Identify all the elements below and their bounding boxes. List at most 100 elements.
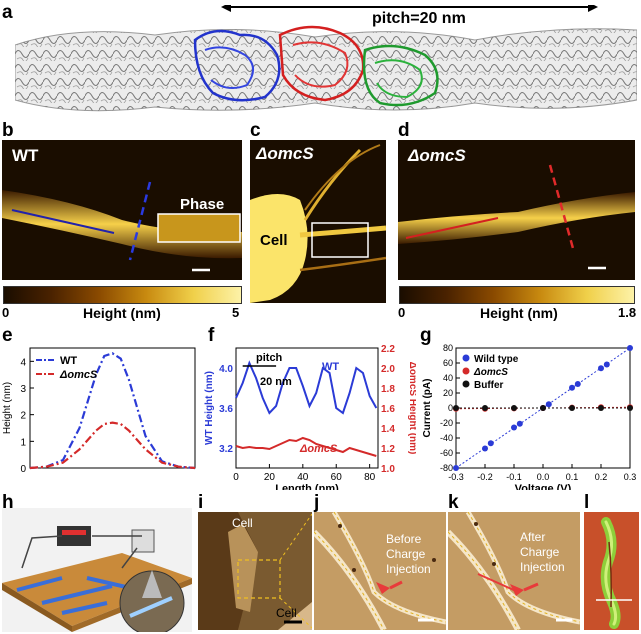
colorbar-b-max: 5: [232, 305, 240, 320]
afm-image-omcs: ΔomcS: [398, 140, 635, 280]
data-point-g-2: [453, 405, 459, 411]
legend-label-g: Buffer: [474, 380, 504, 391]
image-k: After Charge Injection: [448, 512, 580, 630]
image-i: Cell Cell: [198, 512, 312, 630]
data-point-g-2: [627, 405, 633, 411]
ytick-label-g: 40: [443, 373, 453, 383]
plot-frame-f: [235, 347, 379, 469]
ylabel-f: WT Height (nm): [204, 371, 215, 445]
ytick-label-g: 60: [443, 358, 453, 368]
chart-iv-curve: -0.3 -0.2 -0.1 0.0 0.1 0.2 0.3 -80 -60 -40 -20 0 20 4…: [422, 343, 637, 490]
cell-label-bottom: Cell: [276, 606, 297, 620]
xlabel-g: Voltage (V): [515, 483, 572, 490]
colorbar-d-title: Height (nm): [480, 305, 558, 321]
ytick-label-e: 1: [20, 437, 26, 448]
before-line-1: Before: [386, 532, 422, 546]
ytick-label-g: 20: [443, 388, 453, 398]
panel-label-b: b: [2, 120, 14, 141]
xlabel-f: Length (nm): [275, 483, 339, 490]
image-j: Before Charge Injection: [314, 512, 446, 630]
xtick-label-f: 80: [364, 472, 376, 483]
data-point-g-0: [574, 381, 581, 387]
legend-label-e: WT: [60, 355, 77, 367]
legend-label-g: Wild type: [474, 354, 519, 365]
colorbar-b-title: Height (nm): [83, 305, 161, 321]
cell-label-c: Cell: [260, 232, 288, 249]
colorbar-d-max: 1.8: [618, 305, 637, 320]
ytick-label-g: -20: [440, 418, 453, 428]
chart-height-profile: 0 1 2 3 4 Height (nm) WT ΔomcS: [2, 347, 196, 475]
panel-label-a: a: [2, 2, 13, 23]
panel-label-i: i: [198, 492, 204, 513]
xtick-label-f: 60: [331, 472, 343, 483]
xtick-label-g: -0.2: [477, 472, 493, 482]
ytick-label-f: 3.6: [219, 404, 233, 415]
data-point-g-0: [569, 384, 575, 391]
heme-subunit-green: [362, 44, 439, 107]
panel-label-g: g: [420, 325, 432, 346]
series-line-f-0: [235, 360, 378, 415]
before-line-2: Charge: [386, 547, 426, 561]
y2tick-label-f: 2.0: [381, 364, 395, 375]
device-schematic: [2, 508, 192, 632]
omcs-title-d: ΔomcS: [408, 146, 466, 165]
xtick-label-g: 0.3: [624, 472, 637, 482]
ytick-label-g: -80: [440, 463, 453, 473]
series-label-f-wt: WT: [322, 361, 339, 373]
ytick-label-e: 0: [20, 464, 26, 475]
legend-marker-g: [462, 354, 470, 362]
colorbar-b-min: 0: [2, 305, 10, 320]
ytick-label-e: 3: [20, 384, 26, 395]
y2label-f: ΔomcS Height (nm): [407, 362, 416, 455]
colorbar-d: [399, 286, 635, 304]
phase-inset: [157, 213, 241, 243]
voltage-source: [57, 526, 91, 546]
pitch-label: pitch=20 nm: [372, 10, 466, 27]
data-point-g-0: [453, 465, 459, 471]
xtick-label-f: 40: [297, 472, 309, 483]
afm-image-wt: WT Phase: [2, 140, 242, 280]
ylabel-e: Height (nm): [2, 382, 13, 434]
ytick-label-f: 3.2: [219, 444, 233, 455]
wt-title: WT: [12, 146, 39, 165]
xtick-label-g: 0.2: [595, 472, 608, 482]
ylabel-g: Current (pA): [422, 379, 433, 438]
y2tick-label-f: 2.2: [381, 344, 395, 355]
meter: [131, 529, 155, 553]
panel-label-f: f: [208, 325, 215, 346]
xtick-label-g: 0.1: [566, 472, 579, 482]
omcs-title-c: ΔomcS: [256, 144, 314, 163]
chart-length-profile: 0 20 40 60 80 3.2 3.6 4.0 1.0 1.2 1.4 1.6 1.8 2.0 2.2 L…: [204, 344, 416, 490]
after-line-1: After: [520, 530, 546, 544]
legend-label-e: ΔomcS: [59, 369, 98, 381]
y2tick-label-f: 1.2: [381, 444, 395, 455]
data-point-g-0: [511, 424, 517, 431]
data-point-g-2: [540, 405, 546, 411]
ytick-label-g: -60: [440, 448, 453, 458]
y2tick-label-f: 1.6: [381, 404, 395, 415]
before-line-3: Injection: [386, 562, 431, 576]
data-point-g-2: [482, 405, 488, 411]
data-point-g-0: [545, 401, 552, 408]
ytick-label-f: 4.0: [219, 364, 233, 375]
xtick-label-g: -0.1: [506, 472, 522, 482]
panel-label-h: h: [2, 492, 14, 513]
after-line-3: Injection: [520, 560, 565, 574]
xtick-label-f: 0: [233, 472, 239, 483]
xtick-label-f: 20: [264, 472, 276, 483]
panel-label-j: j: [314, 492, 320, 513]
ytick-label-g: 80: [443, 343, 453, 353]
after-charge-text: After Charge Injection: [520, 530, 565, 575]
series-line-f-1: [235, 436, 377, 457]
pitch-arrow: [221, 5, 598, 12]
series-label-f-omcs: ΔomcS: [299, 443, 338, 455]
heme-subunit-blue: [193, 29, 281, 102]
ytick-label-e: 4: [20, 357, 26, 368]
zoom-box-c: [311, 222, 369, 258]
panel-label-k: k: [448, 492, 459, 513]
data-point-g-2: [511, 405, 517, 411]
legend-label-g: ΔomcS: [473, 367, 508, 378]
data-point-g-0: [627, 345, 633, 351]
colorbar-d-min: 0: [398, 305, 406, 320]
panel-label-l: l: [584, 492, 590, 513]
